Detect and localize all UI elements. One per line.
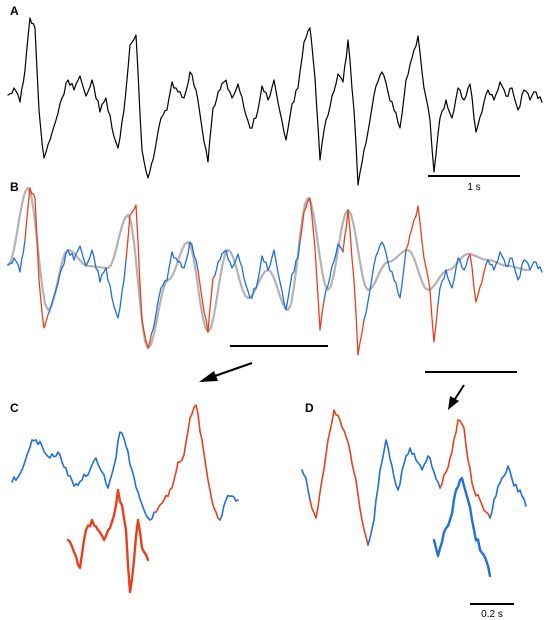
panel-label-d: D [305,401,314,415]
trace-d-blue-middle [367,439,441,546]
trace-c-red-upper [155,404,221,521]
trace-b-segment-5 [197,269,216,333]
trace-c-blue-upper [11,431,157,521]
trace-b-segment-11 [405,205,439,343]
panel-label-c: C [10,401,19,415]
trace-d-red-peak [439,419,491,519]
scale-bar-d-label: 0.2 s [481,609,503,620]
trace-b-segment-1 [24,187,49,329]
trace-a [7,17,543,186]
panel-a [7,17,543,186]
trace-b-segment-12 [437,257,469,305]
trace-b-segment-6 [214,241,301,311]
panel-b [6,186,543,356]
trace-d-red-main [309,409,369,546]
arrow-to-peak-d [448,384,465,410]
trace-c-blue-tail [219,494,239,521]
trace-b-segment-10 [363,241,407,321]
trace-d-blue-lower [432,476,492,578]
trace-d-blue-tail [489,465,527,519]
trace-d-blue-head [301,469,311,501]
arrow-to-panel-c [199,362,253,382]
scale-bar-a-label: 1 s [467,182,480,193]
trace-b-segment-9 [342,209,365,356]
panel-label-a: A [10,4,19,18]
trace-b-segment-14 [485,251,543,281]
trace-b-segment-13 [467,253,487,303]
panel-d [301,409,527,578]
trace-b-segment-0 [7,239,26,273]
trace-b-segment-4 [150,241,199,335]
trace-b-segment-8 [323,243,344,302]
trace-b-segment-2 [47,245,127,319]
panel-label-b: B [10,180,19,194]
trace-b-segment-7 [299,197,325,331]
trace-c-red-lower [66,488,150,594]
panel-c [11,404,239,594]
trace-b-segment-3 [125,204,153,349]
